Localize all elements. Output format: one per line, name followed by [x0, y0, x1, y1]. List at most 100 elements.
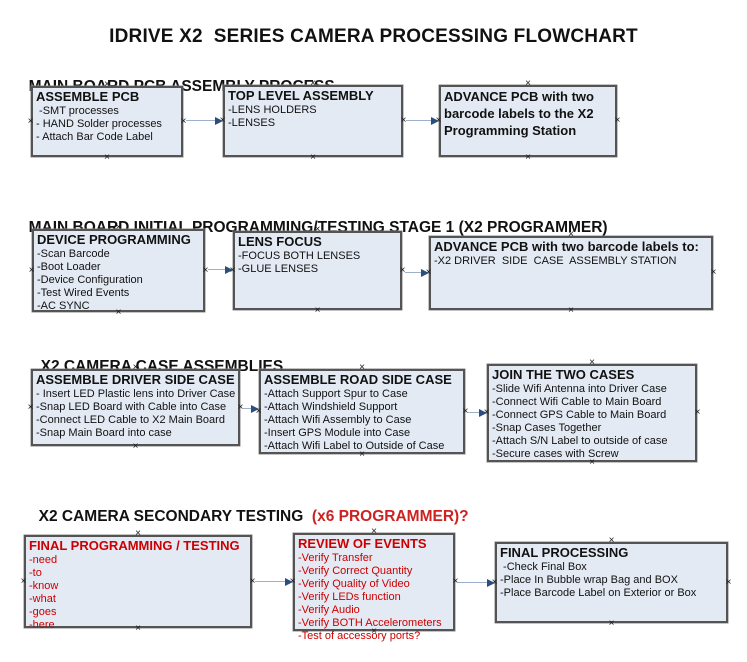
box-line: -Device Configuration — [37, 274, 143, 286]
connector-handle-right-icon: × — [725, 576, 732, 588]
box-line: -Snap Cases Together — [492, 422, 602, 434]
box-device-programming[interactable]: DEVICE PROGRAMMING -Scan Barcode -Boot Lo… — [29, 223, 209, 318]
connector-handle-right-icon: × — [614, 115, 621, 126]
connector-handle-bottom-icon: × — [132, 441, 139, 452]
box-final-processing[interactable]: FINAL PROCESSING -Check Final Box -Place … — [492, 536, 732, 629]
box-body: -FOCUS BOTH LENSES -GLUE LENSES — [238, 250, 397, 276]
box-title: DEVICE PROGRAMMING — [37, 232, 191, 247]
box-line: -AC SYNC — [37, 300, 90, 312]
box-title: REVIEW OF EVENTS — [298, 536, 427, 551]
box-line: -Connect GPS Cable to Main Board — [492, 409, 667, 421]
box-line: -Check Final Box — [500, 561, 587, 573]
box-line: -Scan Barcode — [37, 248, 110, 260]
box-line: -Attach Windshield Support — [264, 401, 398, 413]
connector-handle-right-icon: × — [710, 267, 717, 278]
box-body: -X2 DRIVER SIDE CASE ASSEMBLY STATION — [434, 255, 708, 268]
box-title: ADVANCE PCB with two barcode labels to: — [434, 239, 699, 254]
connector-handle-bottom-icon: × — [310, 152, 316, 163]
box-body: -Slide Wifi Antenna into Driver Case -Con… — [492, 383, 692, 461]
connector-handle-left-icon: × — [27, 401, 34, 413]
box-line: -Snap Main Board into case — [36, 427, 172, 439]
box-line: -Connect Wifi Cable to Main Board — [492, 396, 662, 408]
arrow-assemble-pcb-to-top-level[interactable] — [186, 116, 223, 125]
connector-handle-bottom-icon: × — [568, 305, 574, 316]
box-line: - HAND Solder processes — [36, 118, 162, 130]
arrow-driver-case-to-road-case[interactable] — [243, 404, 259, 413]
box-line: -GLUE LENSES — [238, 263, 319, 275]
connector-handle-right-icon: × — [202, 264, 209, 276]
box-title: JOIN THE TWO CASES — [492, 367, 635, 382]
box-line: -Secure cases with Screw — [492, 448, 619, 460]
box-title: FINAL PROGRAMMING / TESTING — [29, 538, 240, 553]
section-heading-suffix: (x6 PROGRAMMER)? — [311, 508, 469, 525]
connector-handle-right-icon: × — [180, 115, 187, 127]
box-line: -Verify Audio — [298, 604, 360, 616]
box-line: -to — [29, 567, 42, 579]
connector-handle-top-icon: × — [135, 528, 141, 539]
box-line: -Verify Transfer — [298, 552, 373, 564]
box-line: -know — [29, 580, 59, 592]
box-body: -Check Final Box -Place In Bubble wrap Ba… — [500, 561, 723, 600]
box-title: TOP LEVEL ASSEMBLY — [228, 88, 374, 103]
arrow-device-programming-to-lens-focus[interactable] — [208, 265, 233, 274]
box-line: -what — [29, 593, 56, 605]
box-line: -Verify BOTH Accelerometers — [298, 617, 442, 629]
arrow-top-level-to-advance[interactable] — [406, 116, 439, 125]
box-advance-to-programming-station[interactable]: ADVANCE PCB with two barcode labels to t… — [436, 79, 621, 163]
box-assemble-road-side-case[interactable]: ASSEMBLE ROAD SIDE CASE -Attach Support … — [256, 363, 469, 460]
box-top-level-assembly[interactable]: TOP LEVEL ASSEMBLY -LENS HOLDERS -LENSES … — [220, 79, 407, 163]
connector-handle-left-icon: × — [27, 115, 34, 127]
box-line: -Verify Correct Quantity — [298, 565, 413, 577]
arrow-final-testing-to-review[interactable] — [255, 577, 293, 586]
box-line: - Insert LED Plastic lens into Driver Ca… — [36, 388, 236, 400]
box-line: -Attach Support Spur to Case — [264, 388, 408, 400]
box-review-of-events[interactable]: REVIEW OF EVENTS -Verify Transfer -Verify… — [290, 527, 459, 643]
box-title: FINAL PROCESSING — [500, 545, 629, 560]
box-line: -need — [29, 554, 58, 566]
section-heading-text: X2 CAMERA SECONDARY TESTING — [38, 508, 312, 525]
box-join-the-two-cases[interactable]: JOIN THE TWO CASES -Slide Wifi Antenna i… — [484, 358, 701, 468]
box-body: -SMT processes - HAND Solder processes - A… — [36, 105, 178, 144]
box-line: -Place Barcode Label on Exterior or Box — [500, 587, 697, 599]
box-body: -Scan Barcode -Boot Loader -Device Configu… — [37, 248, 200, 313]
box-assemble-pcb[interactable]: ASSEMBLE PCB -SMT processes - HAND Solder… — [28, 80, 187, 163]
box-title: ASSEMBLE ROAD SIDE CASE — [264, 372, 452, 387]
arrow-lens-focus-to-advance[interactable] — [405, 268, 429, 277]
connector-handle-right-icon: × — [694, 407, 701, 418]
connector-handle-top-icon: × — [359, 362, 365, 373]
box-line: -Verify Quality of Video — [298, 578, 410, 590]
box-line: -SMT processes — [36, 105, 119, 117]
section-heading-secondary-testing: X2 CAMERA SECONDARY TESTING (x6 PROGRAMM… — [30, 490, 469, 526]
box-assemble-driver-side-case[interactable]: ASSEMBLE DRIVER SIDE CASE - Insert LED P… — [28, 363, 244, 452]
box-line: -Verify LEDs function — [298, 591, 401, 603]
connector-handle-left-icon: × — [28, 264, 35, 276]
box-line: -LENS HOLDERS — [228, 104, 317, 116]
box-line: -Place In Bubble wrap Bag and BOX — [500, 574, 678, 586]
box-line: -here — [29, 619, 55, 631]
box-line: -LENSES — [228, 117, 276, 129]
arrow-review-to-final-processing[interactable] — [458, 578, 495, 587]
box-line: -Connect LED Cable to X2 Main Board — [36, 414, 225, 426]
connector-handle-bottom-icon: × — [314, 305, 321, 316]
box-line: -Attach Wifi Label to Outside of Case — [264, 440, 445, 452]
box-body: -Verify Transfer -Verify Correct Quantity… — [298, 552, 450, 643]
connector-handle-bottom-icon: × — [608, 618, 615, 629]
box-title: ADVANCE PCB with two barcode labels to t… — [444, 89, 594, 138]
box-advance-to-driver-side-station[interactable]: ADVANCE PCB with two barcode labels to: … — [426, 230, 717, 316]
connector-handle-top-icon: × — [525, 78, 531, 89]
box-title: ASSEMBLE DRIVER SIDE CASE — [36, 372, 235, 387]
arrow-road-case-to-join-cases[interactable] — [468, 408, 487, 417]
box-lens-focus[interactable]: LENS FOCUS -FOCUS BOTH LENSES -GLUE LENSE… — [230, 225, 406, 316]
box-body: - Insert LED Plastic lens into Driver Ca… — [36, 388, 235, 440]
box-line: -Test Wired Events — [37, 287, 130, 299]
connector-handle-bottom-icon: × — [525, 152, 531, 163]
box-line: -Insert GPS Module into Case — [264, 427, 411, 439]
connector-handle-top-icon: × — [589, 357, 595, 368]
box-body: -Attach Support Spur to Case -Attach Wind… — [264, 388, 460, 453]
connector-handle-right-icon: × — [399, 264, 406, 276]
box-line: -Snap LED Board with Cable into Case — [36, 401, 227, 413]
box-line: -FOCUS BOTH LENSES — [238, 250, 361, 262]
connector-handle-top-icon: × — [608, 535, 615, 546]
connector-handle-right-icon: × — [400, 115, 407, 126]
box-final-programming-testing[interactable]: FINAL PROGRAMMING / TESTING -need -to -kno… — [21, 529, 256, 634]
